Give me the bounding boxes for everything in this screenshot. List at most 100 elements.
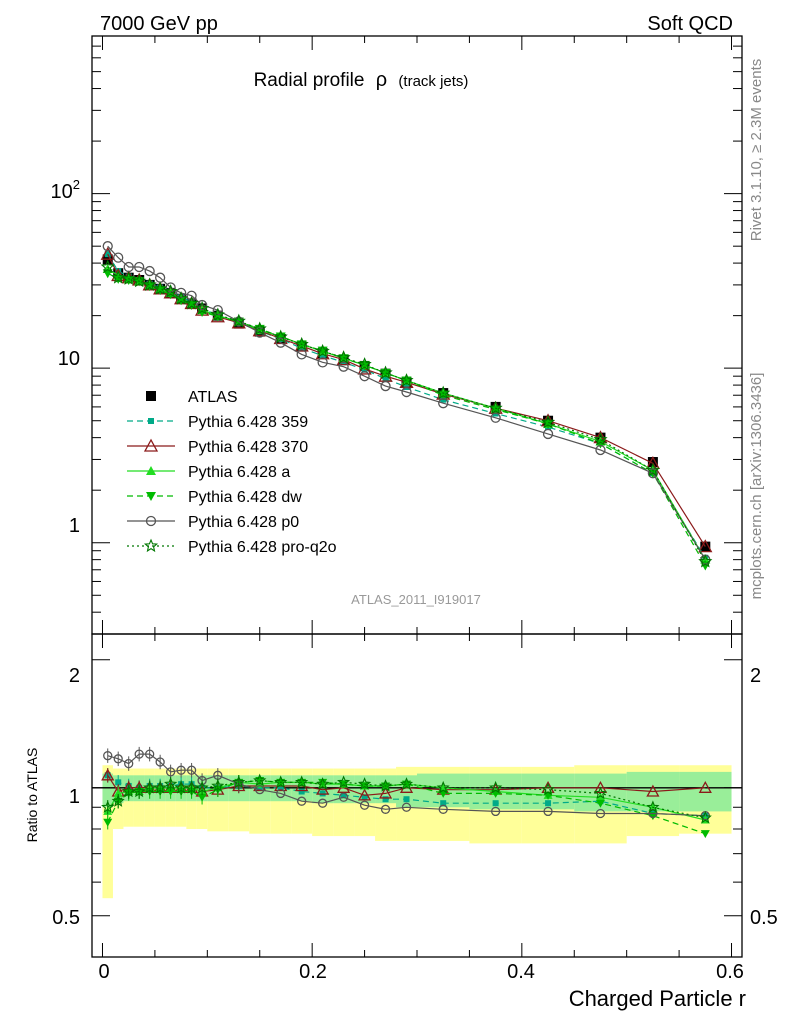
y-tick-label-1: 1 — [69, 515, 80, 537]
main-point-2-0 — [100, 246, 115, 260]
ratio-point-4-5 — [155, 757, 165, 767]
main-point-5-16 — [338, 361, 349, 372]
ratio-point-5-14 — [295, 775, 309, 788]
main-point-5-12 — [254, 327, 265, 338]
ratio-point-5-20 — [436, 780, 450, 794]
main-point-6-1 — [111, 270, 126, 284]
main-point-6-23 — [593, 432, 608, 446]
ratio-point-4-22 — [543, 806, 553, 817]
ratio-point-4-6 — [165, 767, 176, 777]
main-point-5-10 — [212, 305, 223, 316]
side-label-rivet: Rivet 3.1.10, ≥ 2.3M events — [748, 59, 765, 242]
ratio-point-0-20 — [440, 800, 447, 807]
ratio-point-5-1 — [111, 794, 125, 807]
ratio-point-4-12 — [255, 785, 265, 795]
main-point-6-10 — [210, 307, 225, 321]
ratio-point-0-21 — [492, 800, 499, 807]
ratio-point-3-0 — [103, 818, 113, 827]
main-point-5-20 — [438, 398, 449, 409]
ratio-point-5-4 — [143, 780, 157, 794]
main-point-5-14 — [296, 349, 307, 360]
legend-entry-4: Pythia 6.428 dw — [127, 489, 302, 506]
ratio-point-4-16 — [338, 792, 349, 802]
main-point-6-19 — [399, 373, 414, 387]
main-point-4-22 — [543, 419, 554, 429]
main-title: Radial profile — [254, 70, 365, 91]
ratio-point-5-12 — [253, 773, 267, 787]
ratio-tick-label-0-5-left: 0.5 — [52, 907, 80, 929]
ratio-point-0-17 — [361, 794, 368, 801]
main-point-6-0 — [100, 259, 115, 273]
main-point-6-13 — [273, 329, 288, 343]
main-point-5-22 — [542, 428, 554, 440]
x-tick-label-1: 0.2 — [299, 961, 327, 983]
main-point-1-18 — [382, 375, 389, 382]
main-series-line-1 — [107, 253, 706, 559]
ratio-point-0-15 — [319, 790, 326, 797]
main-point-6-18 — [378, 365, 393, 379]
main-point-1-0 — [104, 251, 111, 258]
side-label-mcplots: mcplots.cern.ch [arXiv:1306.3436] — [748, 373, 765, 600]
ratio-point-4-23 — [595, 808, 606, 819]
ratio-point-0-19 — [403, 796, 410, 803]
legend-entry-5: Pythia 6.428 p0 — [127, 514, 299, 531]
ratio-point-3-25 — [700, 830, 710, 839]
main-point-4-1 — [113, 274, 124, 284]
ratio-point-5-23 — [593, 786, 608, 800]
ratio-point-5-13 — [274, 775, 288, 788]
ratio-point-5-16 — [337, 775, 351, 788]
main-point-5-7 — [175, 287, 187, 299]
main-point-6-21 — [488, 400, 503, 415]
main-point-5-23 — [595, 444, 606, 456]
main-point-6-24 — [645, 462, 660, 477]
legend-marker-1 — [148, 418, 154, 424]
ratio-point-3-9 — [197, 793, 207, 802]
legend-entry-2: Pythia 6.428 370 — [127, 438, 308, 456]
ratio-band-stat-bin-19 — [396, 775, 417, 808]
ratio-point-4-20 — [438, 804, 448, 814]
main-point-5-9 — [196, 299, 208, 311]
ratio-point-5-0 — [101, 800, 115, 813]
main-point-4-7 — [176, 296, 187, 306]
ratio-point-4-17 — [359, 800, 370, 810]
ratio-point-4-0 — [103, 751, 113, 761]
header-energy-label: 7000 GeV pp — [100, 13, 218, 35]
x-tick-label-0: 0 — [98, 961, 109, 983]
ratio-point-4-13 — [276, 788, 286, 799]
x-axis-label: Charged Particle r — [569, 986, 746, 1011]
main-point-6-17 — [357, 357, 372, 371]
main-point-5-17 — [359, 371, 370, 382]
analysis-annotation: ATLAS_2011_I919017 — [351, 592, 481, 607]
ratio-point-5-6 — [164, 777, 178, 790]
legend: ATLAS Pythia 6.428 359 Pythia 6.428 370 Pyt… — [127, 389, 337, 556]
main-series-5 — [102, 241, 711, 565]
main-title-symbol: ρ — [376, 69, 387, 91]
ratio-tick-label-2-left: 2 — [69, 665, 80, 687]
x-tick-label-3: 0.6 — [716, 961, 744, 983]
main-point-4-17 — [359, 361, 370, 371]
ratio-series-5 — [101, 773, 712, 824]
ratio-point-4-1 — [113, 754, 123, 764]
ratio-band-stat-bin-0 — [102, 773, 113, 808]
legend-label-3: Pythia 6.428 a — [188, 464, 290, 481]
ratio-point-1-17 — [357, 788, 372, 801]
legend-label-5: Pythia 6.428 p0 — [188, 514, 299, 531]
ratio-point-4-15 — [317, 798, 328, 808]
axis-ticks — [92, 35, 742, 957]
legend-marker-6 — [143, 538, 159, 553]
legend-label-2: Pythia 6.428 370 — [188, 439, 308, 456]
ratio-point-4-14 — [297, 796, 307, 806]
main-point-6-22 — [540, 414, 556, 429]
ratio-band-stat-bin-25 — [679, 771, 732, 812]
ratio-series-line-4 — [107, 753, 706, 817]
main-series-line-4 — [107, 272, 706, 566]
ratio-point-3-6 — [166, 788, 176, 797]
ratio-point-0-18 — [382, 796, 389, 803]
ratio-point-1-25 — [698, 780, 712, 793]
ratio-point-4-19 — [401, 802, 412, 812]
ratio-point-5-10 — [211, 779, 225, 792]
ratio-point-0-1 — [115, 779, 122, 786]
main-point-6-8 — [184, 295, 199, 310]
ratio-point-4-8 — [186, 765, 197, 775]
ratio-point-5-22 — [541, 782, 555, 796]
